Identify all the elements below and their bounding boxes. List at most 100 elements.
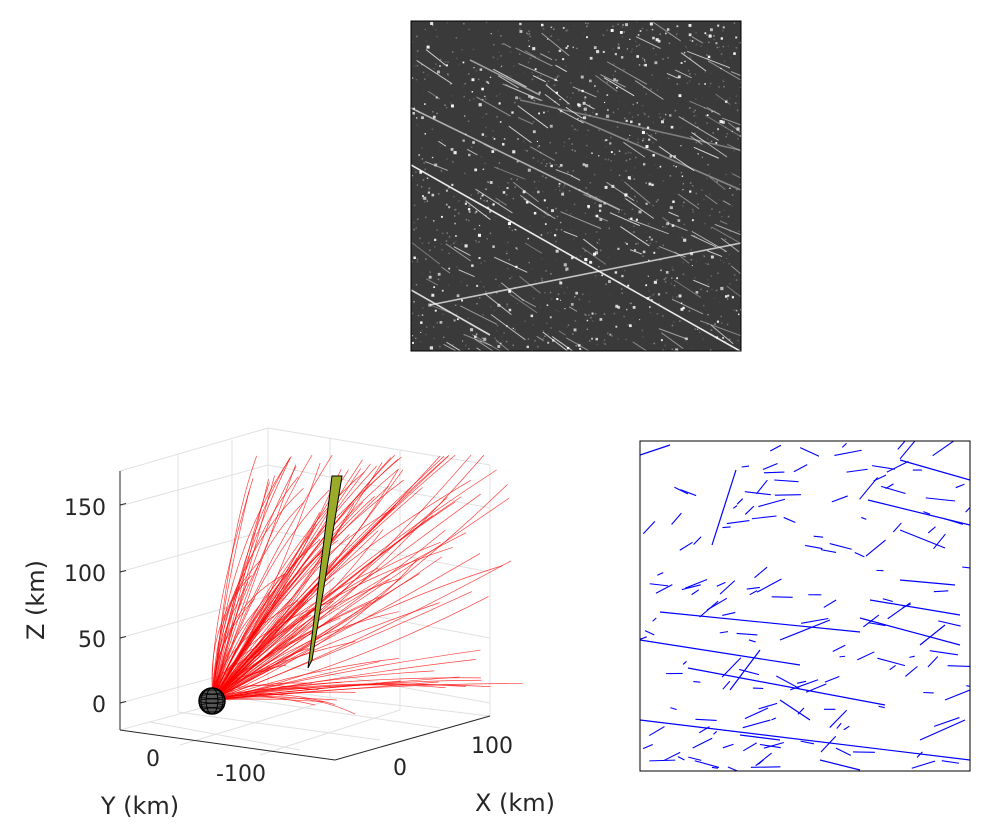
noise-pixel bbox=[496, 330, 498, 332]
segment bbox=[692, 737, 713, 749]
segment bbox=[722, 680, 731, 690]
star bbox=[731, 296, 734, 299]
noise-pixel bbox=[498, 285, 500, 287]
noise-pixel bbox=[411, 312, 414, 315]
noise-pixel bbox=[558, 185, 560, 188]
noise-pixel bbox=[584, 212, 587, 215]
star bbox=[573, 328, 577, 332]
noise-pixel bbox=[603, 339, 606, 341]
noise-pixel bbox=[657, 247, 659, 249]
star bbox=[614, 53, 617, 56]
noise-pixel bbox=[560, 228, 563, 231]
noise-pixel bbox=[706, 323, 709, 325]
noise-pixel bbox=[565, 65, 567, 67]
streak bbox=[518, 63, 559, 82]
star bbox=[716, 320, 720, 323]
star bbox=[528, 45, 531, 48]
star bbox=[665, 271, 669, 274]
noise-pixel bbox=[694, 132, 696, 135]
noise-pixel bbox=[468, 99, 471, 102]
noise-pixel bbox=[635, 40, 637, 43]
noise-pixel bbox=[573, 238, 575, 240]
star bbox=[669, 155, 673, 158]
trajectory-line bbox=[212, 454, 333, 701]
star bbox=[412, 341, 414, 344]
star bbox=[651, 299, 653, 301]
noise-pixel bbox=[527, 61, 530, 63]
noise-pixel bbox=[614, 148, 617, 150]
noise-pixel bbox=[546, 207, 548, 209]
segment bbox=[711, 766, 719, 769]
star bbox=[476, 284, 479, 287]
noise-pixel bbox=[584, 98, 586, 101]
noise-pixel bbox=[539, 151, 542, 154]
noise-pixel bbox=[612, 74, 615, 77]
noise-pixel bbox=[421, 158, 424, 160]
noise-pixel bbox=[616, 126, 619, 128]
star bbox=[558, 49, 562, 53]
segment bbox=[829, 709, 848, 728]
noise-pixel bbox=[422, 71, 425, 74]
star bbox=[546, 304, 549, 306]
noise-pixel bbox=[454, 209, 456, 211]
star bbox=[639, 30, 642, 32]
segment bbox=[929, 650, 958, 656]
noise-pixel bbox=[591, 111, 594, 114]
noise-pixel bbox=[497, 185, 500, 188]
segment bbox=[933, 590, 949, 593]
noise-pixel bbox=[707, 59, 709, 62]
segments-panel bbox=[639, 440, 971, 772]
noise-pixel bbox=[543, 159, 545, 161]
streak bbox=[504, 84, 541, 102]
noise-pixel bbox=[560, 286, 563, 288]
noise-pixel bbox=[554, 164, 556, 166]
noise-pixel bbox=[725, 173, 727, 176]
star bbox=[462, 139, 465, 142]
noise-pixel bbox=[425, 216, 427, 219]
noise-pixel bbox=[547, 51, 550, 53]
star bbox=[538, 91, 541, 94]
trajectory-line bbox=[212, 455, 441, 701]
star bbox=[489, 210, 492, 213]
noise-pixel bbox=[448, 187, 450, 189]
star bbox=[475, 210, 478, 213]
noise-pixel bbox=[623, 68, 625, 71]
trajectory-line bbox=[211, 478, 254, 701]
noise-pixel bbox=[670, 277, 673, 279]
noise-pixel bbox=[684, 340, 686, 342]
noise-pixel bbox=[571, 125, 574, 127]
star bbox=[532, 47, 536, 51]
noise-pixel bbox=[514, 186, 516, 188]
noise-pixel bbox=[727, 215, 730, 218]
noise-pixel bbox=[506, 267, 509, 270]
noise-pixel bbox=[586, 144, 588, 147]
noise-pixel bbox=[472, 98, 475, 100]
star bbox=[637, 34, 640, 36]
noise-pixel bbox=[554, 188, 557, 191]
noise-pixel bbox=[507, 115, 509, 118]
noise-pixel bbox=[690, 258, 693, 261]
noise-pixel bbox=[482, 286, 485, 288]
noise-pixel bbox=[519, 53, 521, 55]
noise-pixel bbox=[455, 37, 458, 39]
streak bbox=[565, 106, 583, 119]
streak bbox=[693, 146, 719, 159]
segment bbox=[947, 665, 970, 668]
noise-pixel bbox=[733, 150, 735, 152]
noise-pixel bbox=[436, 229, 438, 231]
noise-pixel bbox=[572, 92, 574, 94]
streak bbox=[492, 68, 527, 88]
beam-shape bbox=[307, 475, 343, 669]
star bbox=[653, 280, 657, 284]
noise-pixel bbox=[411, 322, 414, 324]
noise-pixel bbox=[684, 76, 687, 78]
noise-pixel bbox=[494, 337, 496, 339]
noise-pixel bbox=[413, 228, 415, 231]
streak bbox=[524, 50, 537, 58]
noise-pixel bbox=[573, 24, 575, 27]
noise-pixel bbox=[704, 71, 707, 73]
noise-pixel bbox=[737, 339, 739, 342]
star bbox=[608, 280, 611, 283]
star bbox=[506, 253, 508, 255]
noise-pixel bbox=[505, 194, 508, 196]
